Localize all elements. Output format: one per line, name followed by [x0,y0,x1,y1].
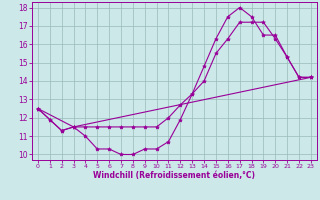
X-axis label: Windchill (Refroidissement éolien,°C): Windchill (Refroidissement éolien,°C) [93,171,255,180]
